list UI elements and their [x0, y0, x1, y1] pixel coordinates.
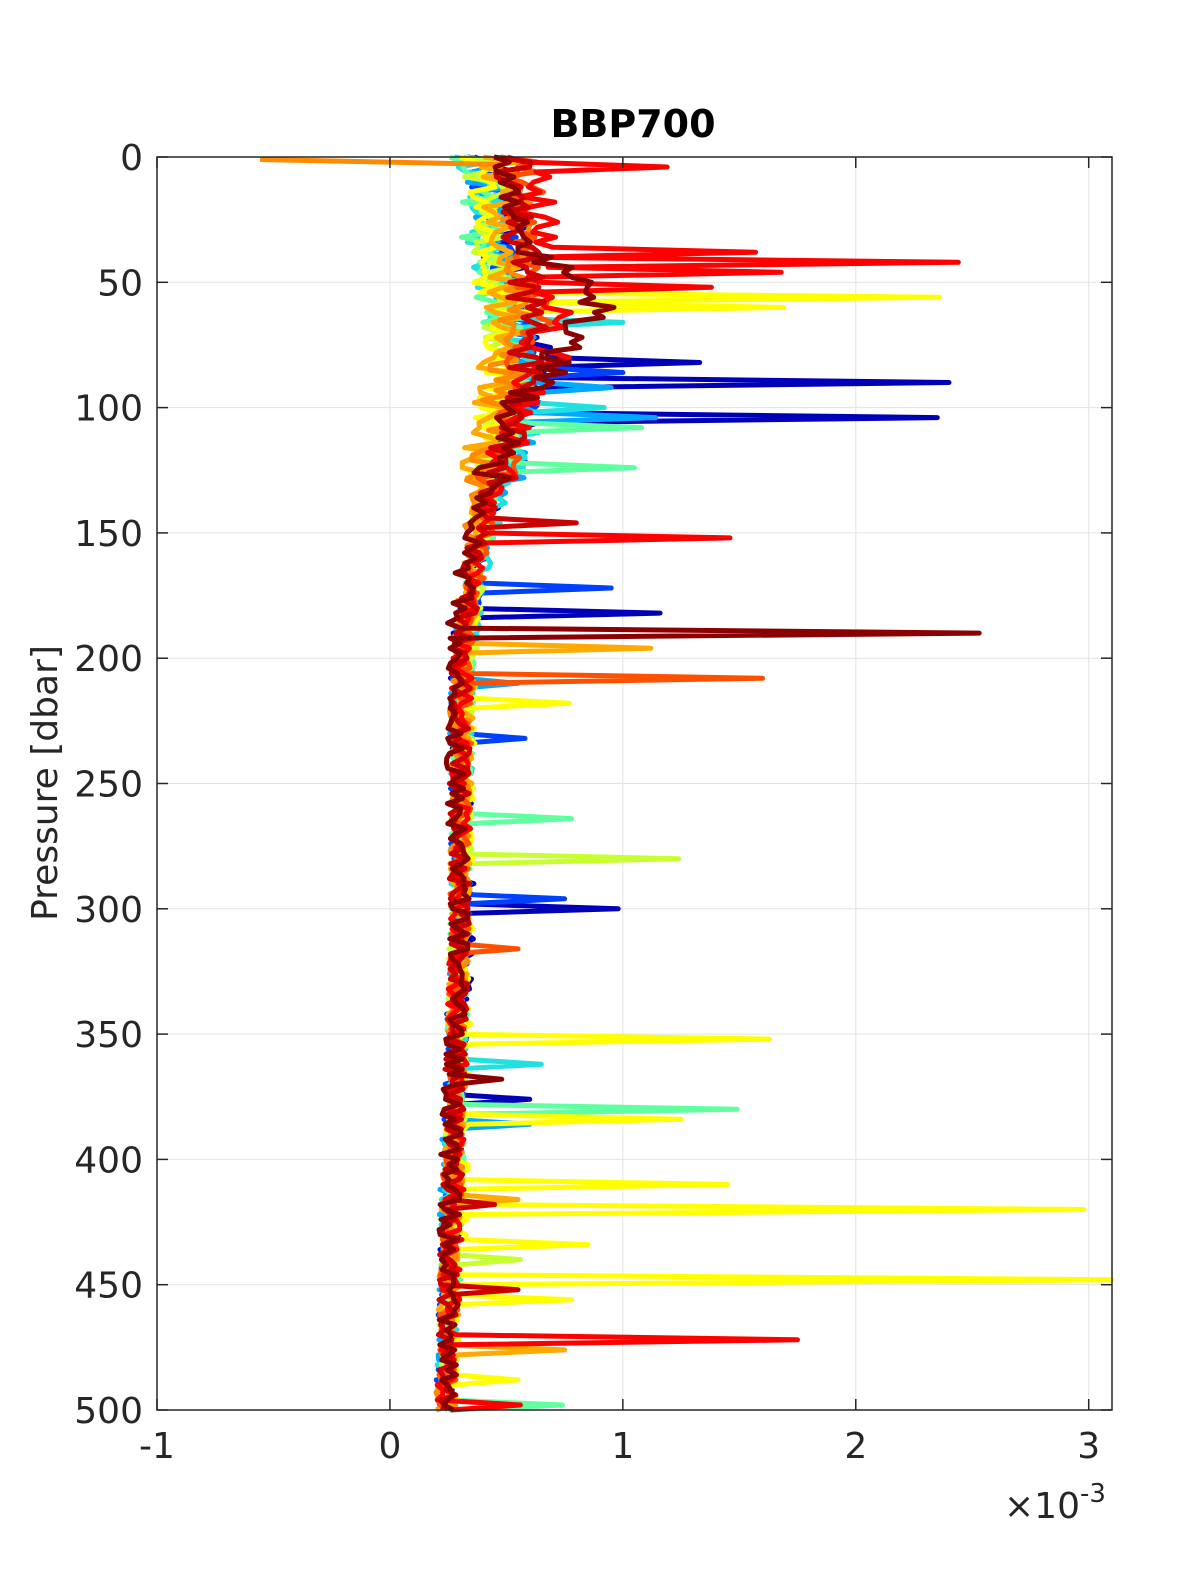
y-tick-label: 50 [97, 263, 143, 304]
y-tick-label: 150 [74, 514, 143, 555]
x-tick-label: 0 [378, 1426, 401, 1467]
x-tick-label: 3 [1077, 1426, 1100, 1467]
chart-title: BBP700 [550, 102, 715, 146]
series-line [436, 154, 982, 1413]
y-tick-label: 400 [74, 1140, 143, 1181]
y-tick-label: 300 [74, 890, 143, 931]
y-tick-label: 500 [74, 1391, 143, 1432]
x-tick-label: 1 [611, 1426, 634, 1467]
y-axis-label: Pressure [dbar] [25, 645, 66, 921]
x-axis-multiplier: ×10-3 [1004, 1479, 1106, 1527]
y-tick-label: 450 [74, 1266, 143, 1307]
x-multiplier-exponent: -3 [1080, 1479, 1106, 1509]
y-tick-label: 200 [74, 639, 143, 680]
x-tick-label: 2 [844, 1426, 867, 1467]
x-tick-label: -1 [139, 1426, 175, 1467]
y-tick-label: 0 [120, 138, 143, 179]
data-series [260, 154, 1115, 1413]
y-tick-label: 250 [74, 765, 143, 806]
y-tick-label: 350 [74, 1015, 143, 1056]
series-line [435, 154, 654, 1413]
axis-ticks: -1 0 1 2 3 0 50 100 150 200 250 300 350 400 450 500 [74, 138, 1112, 1467]
x-multiplier-base: ×10 [1004, 1486, 1080, 1527]
y-tick-label: 100 [74, 389, 143, 430]
